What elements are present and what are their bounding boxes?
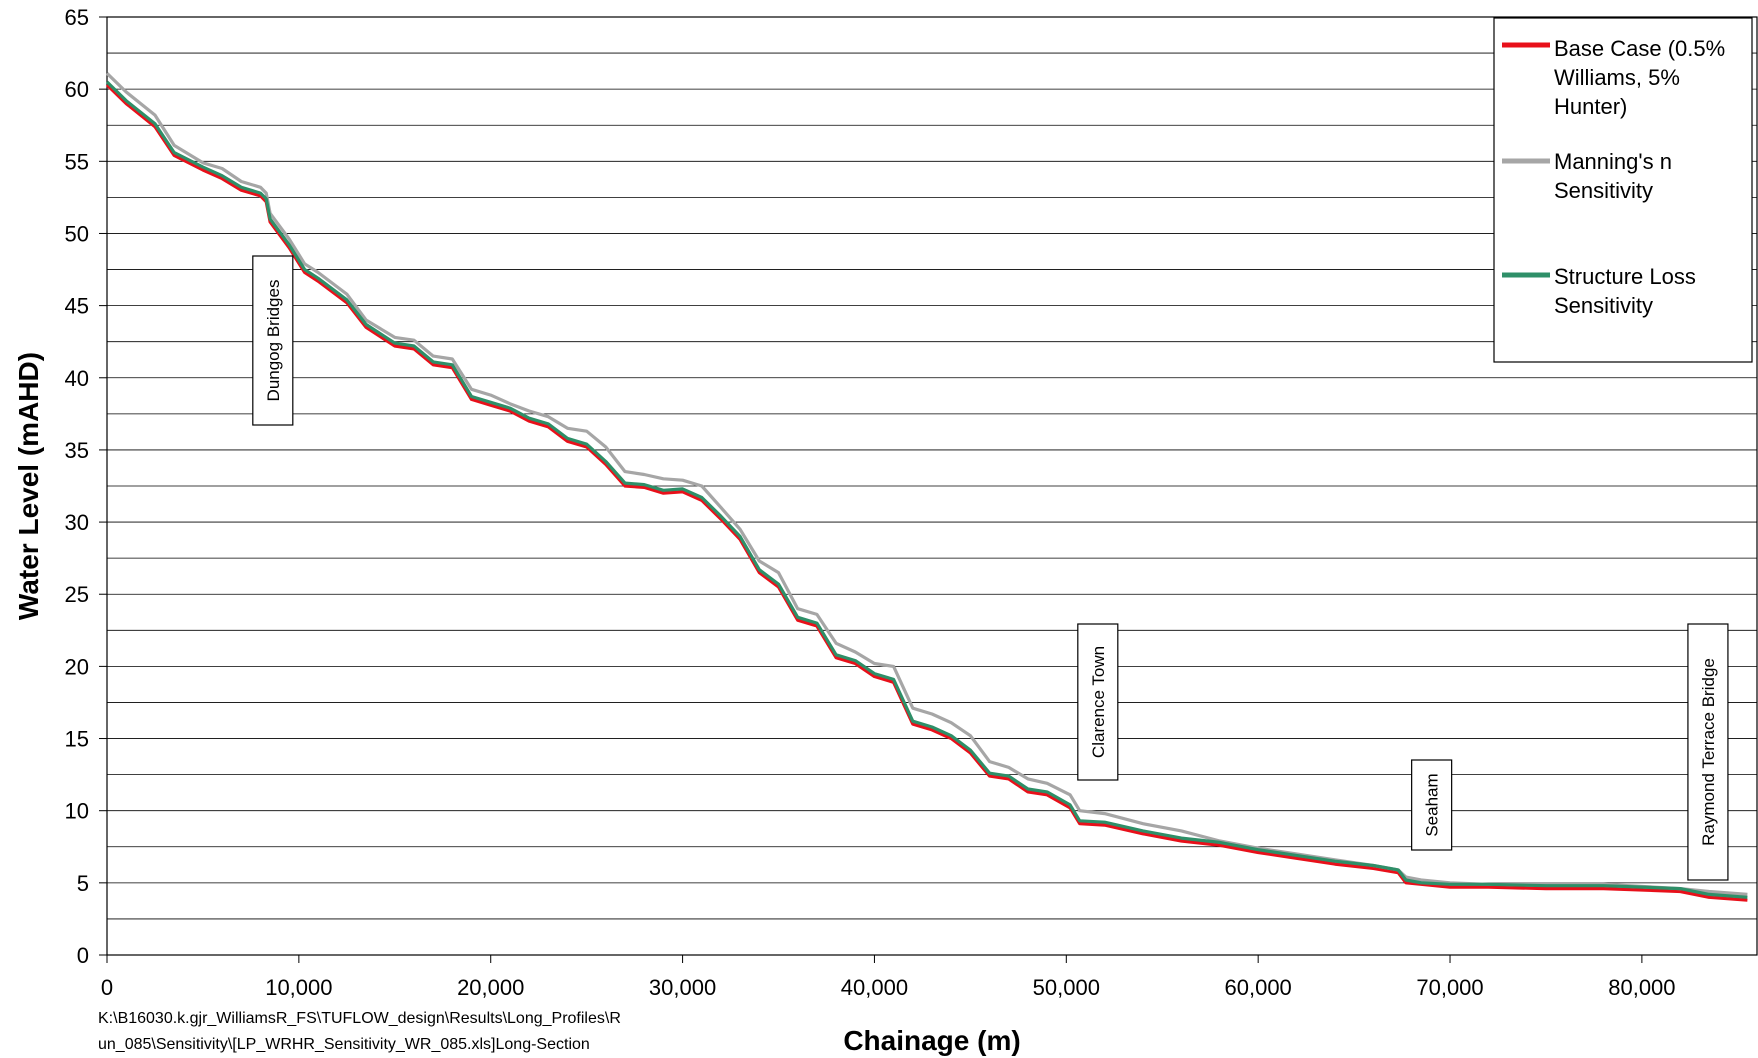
annotation-label: Seaham	[1423, 773, 1442, 836]
y-tick-label: 40	[65, 366, 89, 391]
x-axis: 0 10,000 20,000 30,000 40,000 50,000 60,000 70,…	[101, 955, 1676, 1000]
y-tick-label: 60	[65, 77, 89, 102]
y-axis: 0 5 10 15 20 25 30 35 40 45 50 55 60 65	[65, 5, 107, 968]
series-structure-loss-line	[105, 80, 1748, 899]
plot-area-border	[106, 16, 1758, 956]
y-axis-title: Water Level (mAHD)	[13, 352, 44, 620]
series-lines	[105, 72, 1748, 902]
annotation-box	[1687, 623, 1729, 881]
location-annotations: Dungog Bridges Clarence Town Seaham Raymond…	[252, 255, 1729, 881]
legend-label-mannings-line-1: Manning's n	[1554, 149, 1672, 174]
annotation-label: Clarence Town	[1089, 646, 1108, 758]
x-tick-label: 40,000	[841, 975, 908, 1000]
x-tick-label: 80,000	[1608, 975, 1675, 1000]
annotation-raymond-terrace-bridge: Raymond Terrace Bridge	[1687, 623, 1729, 881]
legend-label-base-case-line-1: Base Case (0.5%	[1554, 36, 1725, 61]
gridlines	[107, 52, 1757, 920]
legend-label-base-case-line-3: Hunter)	[1554, 94, 1627, 119]
y-tick-label: 0	[77, 943, 89, 968]
y-tick-label: 30	[65, 510, 89, 535]
x-tick-label: 60,000	[1225, 975, 1292, 1000]
legend-label-structure-loss-line-1: Structure Loss	[1554, 264, 1696, 289]
y-tick-label: 15	[65, 727, 89, 752]
y-tick-label: 50	[65, 221, 89, 246]
legend-box	[1493, 17, 1753, 363]
x-tick-label: 70,000	[1416, 975, 1483, 1000]
x-tick-label: 20,000	[457, 975, 524, 1000]
annotation-seaham: Seaham	[1411, 759, 1453, 851]
annotation-label: Raymond Terrace Bridge	[1699, 658, 1718, 846]
x-tick-label: 0	[101, 975, 113, 1000]
y-tick-label: 25	[65, 582, 89, 607]
legend-label-structure-loss-line-2: Sensitivity	[1554, 293, 1653, 318]
y-tick-label: 5	[77, 871, 89, 896]
x-axis-title: Chainage (m)	[843, 1025, 1020, 1056]
annotation-dungog-bridges: Dungog Bridges	[252, 255, 294, 426]
x-tick-label: 30,000	[649, 975, 716, 1000]
annotation-box	[252, 255, 294, 426]
y-tick-label: 20	[65, 654, 89, 679]
source-path-line-2: un_085\Sensitivity\[LP_WRHR_Sensitivity_…	[98, 1036, 590, 1053]
legend: Base Case (0.5% Williams, 5% Hunter) Man…	[1493, 17, 1753, 363]
annotation-label: Dungog Bridges	[264, 280, 283, 402]
annotation-clarence-town: Clarence Town	[1077, 623, 1119, 781]
legend-label-mannings-line-2: Sensitivity	[1554, 178, 1653, 203]
y-tick-label: 65	[65, 5, 89, 30]
annotation-box	[1077, 623, 1119, 781]
x-tick-label: 10,000	[265, 975, 332, 1000]
x-tick-label: 50,000	[1033, 975, 1100, 1000]
source-path-line-1: K:\B16030.k.gjr_WilliamsR_FS\TUFLOW_desi…	[98, 1010, 621, 1027]
y-tick-label: 55	[65, 149, 89, 174]
y-tick-label: 35	[65, 438, 89, 463]
legend-label-base-case-line-2: Williams, 5%	[1554, 65, 1680, 90]
y-tick-label: 45	[65, 294, 89, 319]
y-tick-label: 10	[65, 799, 89, 824]
series-base-case-line	[105, 83, 1748, 902]
annotation-box	[1411, 759, 1453, 851]
